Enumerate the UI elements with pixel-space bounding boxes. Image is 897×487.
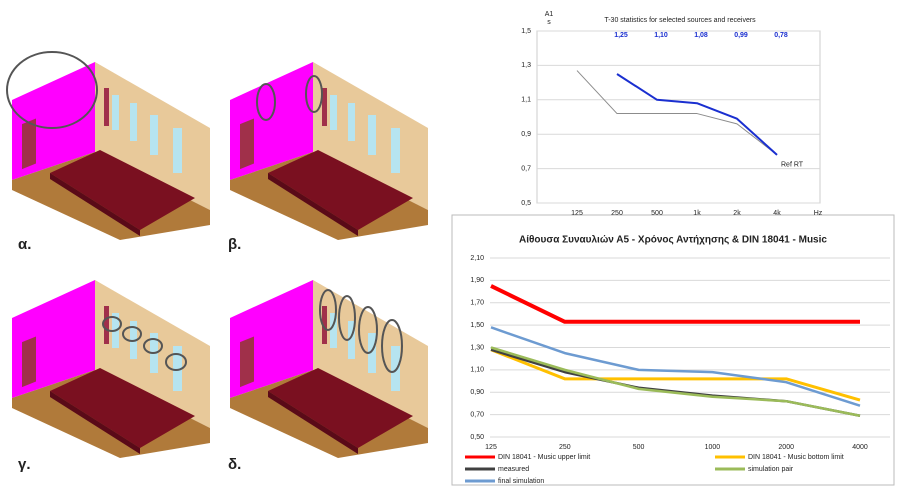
- value-label: 0,99: [734, 32, 748, 39]
- series-line: [576, 70, 778, 156]
- y-tick-label: 1,70: [470, 300, 484, 307]
- y-tick-label: 0,7: [521, 165, 531, 172]
- x-tick-label: 4k: [773, 210, 781, 217]
- value-label: 1,10: [654, 32, 668, 39]
- x-tick-label: 1k: [693, 210, 701, 217]
- y-tick-label: 1,30: [470, 344, 484, 351]
- x-tick-label: 4000: [852, 444, 868, 451]
- y-tick-label: 1,90: [470, 277, 484, 284]
- x-tick-label: 125: [571, 210, 583, 217]
- x-axis-unit: Hz: [814, 210, 823, 217]
- y-axis-label: A1: [545, 11, 554, 18]
- y-tick-label: 1,50: [470, 322, 484, 329]
- y-tick-label: 0,70: [470, 411, 484, 418]
- x-tick-label: 500: [651, 210, 663, 217]
- x-tick-label: 1000: [705, 444, 721, 451]
- panel-label: β.: [228, 236, 241, 253]
- y-tick-label: 1,3: [521, 62, 531, 69]
- series-line: [490, 284, 860, 324]
- series-line: [490, 326, 861, 407]
- legend-label: simulation pair: [748, 466, 794, 473]
- x-tick-label: 125: [485, 444, 497, 451]
- y-axis-unit: s: [547, 19, 551, 26]
- y-tick-label: 0,5: [521, 200, 531, 207]
- legend-label: measured: [498, 466, 529, 473]
- y-tick-label: 0,50: [470, 434, 484, 441]
- x-tick-label: 500: [633, 444, 645, 451]
- x-tick-label: 250: [559, 444, 571, 451]
- series-line: [490, 348, 861, 402]
- value-label: 1,25: [614, 32, 628, 39]
- chart-title: Αίθουσα Συναυλιών Α5 - Χρόνος Αντήχησης …: [519, 235, 827, 246]
- chart-frame: [451, 214, 895, 486]
- panel-label: δ.: [228, 456, 241, 473]
- x-tick-label: 250: [611, 210, 623, 217]
- plot-area: [536, 30, 821, 204]
- y-tick-label: 0,90: [470, 389, 484, 396]
- y-tick-label: 2,10: [470, 255, 484, 262]
- chart-title: T-30 statistics for selected sources and…: [604, 17, 756, 24]
- room-panel: [230, 280, 428, 458]
- series-line: [490, 346, 861, 417]
- y-tick-label: 1,10: [470, 367, 484, 374]
- y-tick-label: 1,5: [521, 28, 531, 35]
- legend-label: final simulation: [498, 478, 544, 485]
- room-panel: [6, 51, 210, 240]
- x-tick-label: 2k: [733, 210, 741, 217]
- value-label: 0,78: [774, 32, 788, 39]
- panel-label: α.: [18, 236, 31, 253]
- x-tick-label: 2000: [778, 444, 794, 451]
- legend-label: DIN 18041 - Music upper limit: [498, 454, 590, 461]
- panel-label: γ.: [18, 456, 31, 473]
- room-panel: [12, 280, 210, 458]
- series-label: Ref RT: [781, 162, 804, 169]
- series-line: [616, 73, 778, 156]
- value-label: 1,08: [694, 32, 708, 39]
- y-tick-label: 1,1: [521, 97, 531, 104]
- legend-label: DIN 18041 - Music bottom limit: [748, 454, 844, 461]
- y-tick-label: 0,9: [521, 131, 531, 138]
- room-panel: [230, 62, 428, 240]
